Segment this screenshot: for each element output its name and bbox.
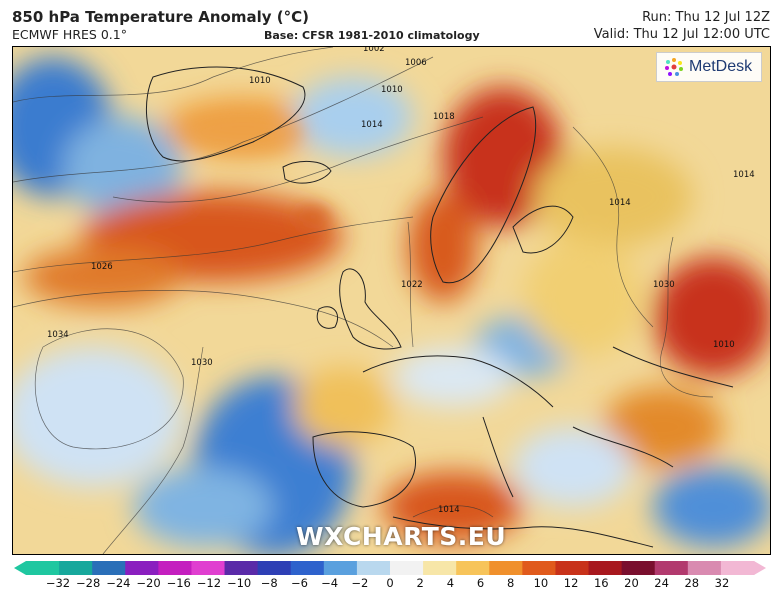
color-scale-tick-label: −12	[196, 576, 222, 590]
isobar-label: 1026	[91, 262, 113, 272]
chart-title: 850 hPa Temperature Anomaly (°C)	[12, 8, 309, 26]
anomaly-field	[13, 57, 770, 554]
color-scale-ticks: −32 −28 −24 −20 −16 −12 −10 −8 −6 −4 −2 0 2 4 6 8 10 12 16…	[0, 574, 782, 594]
color-scale-tick-label: −32	[45, 576, 71, 590]
color-scale-swatch	[158, 561, 192, 575]
color-scale-swatch	[26, 561, 60, 575]
isobar-label: 1030	[191, 358, 213, 368]
run-time: Run: Thu 12 Jul 12Z	[642, 10, 770, 25]
color-scale-swatch	[687, 561, 722, 575]
isobar-label: 1014	[438, 505, 460, 515]
color-scale-tick-label: 24	[654, 576, 669, 590]
isobar-label: 1022	[401, 280, 423, 290]
isobar-label: 1010	[249, 76, 271, 86]
color-scale-swatch	[489, 561, 523, 575]
map-canvas: 1002 1006 1010 1014 1018 1026 1034 1030 …	[13, 47, 770, 554]
color-scale-tick-label: 20	[624, 576, 639, 590]
color-scale-swatch	[423, 561, 457, 575]
color-scale-tick-label: 0	[386, 576, 394, 590]
color-scale-tick-label: −24	[106, 576, 131, 590]
color-scale-tick-label: 12	[563, 576, 579, 590]
color-scale-swatch	[588, 561, 623, 575]
color-scale-swatch	[356, 561, 391, 575]
color-scale-tick-label: 8	[507, 576, 515, 590]
color-scale-tick-label: 4	[446, 576, 455, 590]
color-scale-tick-label: −6	[290, 576, 308, 590]
metdesk-logo-text: MetDesk	[689, 58, 753, 75]
isobar-label: 1002	[363, 47, 385, 54]
isobar-label: 1014	[733, 170, 755, 180]
color-scale-tick-label: −28	[76, 576, 101, 590]
coastlines	[145, 66, 734, 548]
wxcharts-watermark: WXCHARTS.EU	[296, 522, 507, 551]
color-scale-swatch	[720, 561, 755, 575]
color-scale-swatch	[191, 561, 226, 575]
color-scale-swatch	[323, 561, 358, 575]
metdesk-logo-icon	[665, 58, 683, 76]
color-scale-swatch	[59, 561, 93, 575]
color-scale-swatch	[125, 561, 159, 575]
color-scale-tick-label: 32	[714, 576, 730, 590]
color-scale-tick-label: −16	[166, 576, 191, 590]
color-scale-swatch	[456, 561, 490, 575]
color-scale-tick-label: 28	[684, 576, 700, 590]
color-scale-swatch	[555, 561, 590, 575]
color-scale-tick-label: 10	[533, 576, 549, 590]
isobar-label: 1034	[47, 330, 69, 340]
color-scale-tick-label: 2	[416, 576, 424, 590]
color-scale-swatch	[522, 561, 556, 575]
land-patches	[183, 110, 331, 229]
isobars	[13, 47, 714, 554]
color-scale-swatch	[290, 561, 325, 575]
isobar-label: 1030	[653, 280, 675, 290]
color-scale-swatch	[92, 561, 126, 575]
valid-time: Valid: Thu 12 Jul 12:00 UTC	[593, 27, 770, 42]
model-name: ECMWF HRES 0.1°	[12, 27, 127, 42]
anomaly-map: 1002 1006 1010 1014 1018 1026 1034 1030 …	[12, 46, 771, 555]
isobar-label: 1006	[405, 58, 427, 68]
color-scale-swatch	[390, 561, 424, 575]
metdesk-logo: MetDesk	[656, 52, 762, 82]
color-scale-swatch	[257, 561, 292, 575]
isobar-label: 1014	[361, 120, 383, 130]
color-scale-tick-label: −10	[226, 576, 252, 590]
color-scale-tick-label: 16	[593, 576, 609, 590]
color-scale-swatch	[654, 561, 689, 575]
color-scale-tick-label: −4	[321, 576, 339, 590]
color-scale-tick-label: −20	[136, 576, 161, 590]
color-scale-swatch	[224, 561, 259, 575]
isobar-label: 1010	[381, 85, 403, 95]
chart-header: 850 hPa Temperature Anomaly (°C) ECMWF H…	[0, 0, 782, 46]
isobar-label: 1010	[713, 340, 735, 350]
base-climatology: Base: CFSR 1981-2010 climatology	[264, 29, 480, 42]
isobar-label: 1014	[609, 198, 631, 208]
isobar-label: 1018	[433, 112, 455, 122]
color-scale-bar	[14, 561, 766, 575]
color-scale-tick-label: −8	[260, 576, 278, 590]
color-scale-tick-label: −2	[351, 576, 369, 590]
isobar-labels: 1002 1006 1010 1014 1018 1026 1034 1030 …	[47, 47, 755, 515]
color-scale-tick-label: 6	[476, 576, 485, 590]
color-scale-swatch	[621, 561, 656, 575]
